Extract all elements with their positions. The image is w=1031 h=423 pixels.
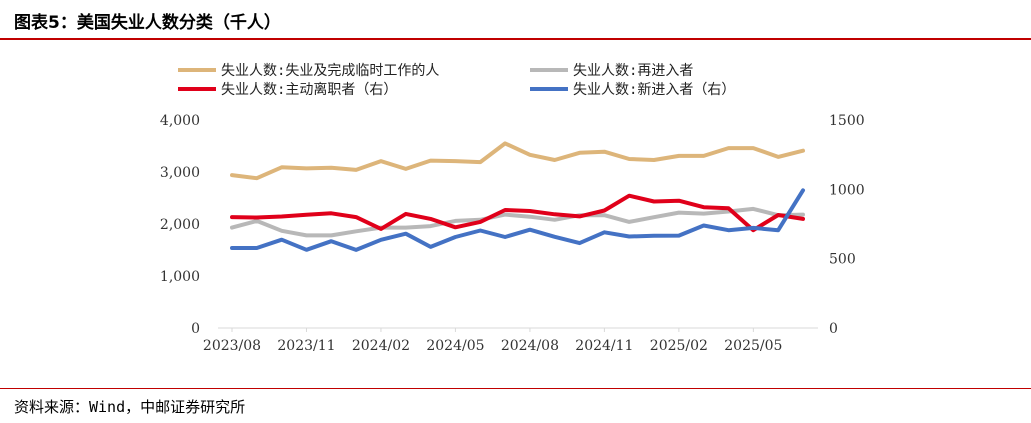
right-axis: 0 500 1000 1500 <box>829 113 865 337</box>
series-line-2 <box>230 193 805 233</box>
x-tick-label: 2025/05 <box>724 338 782 354</box>
title-divider <box>0 38 1031 40</box>
right-tick-label: 0 <box>829 321 838 337</box>
x-tick-label: 2023/11 <box>277 338 335 354</box>
x-tick-label: 2024/05 <box>426 338 484 354</box>
legend-label-0: 失业人数:失业及完成临时工作的人 <box>221 63 439 79</box>
right-tick-label: 1000 <box>829 182 865 198</box>
series-line-1 <box>230 206 805 238</box>
series-line-0 <box>230 141 805 181</box>
title-bar: 图表5：美国失业人数分类（千人） <box>0 0 1031 38</box>
right-tick-label: 500 <box>829 252 856 268</box>
left-tick-label: 2,000 <box>160 217 200 233</box>
left-tick-label: 1,000 <box>160 269 200 285</box>
x-tick-label: 2025/02 <box>650 338 708 354</box>
series-group <box>230 141 805 252</box>
legend-label-1: 失业人数:再进入者 <box>573 63 693 79</box>
right-tick-label: 1500 <box>829 113 865 129</box>
x-axis: 2023/08 2023/11 2024/02 2024/05 2024/08 2024/… <box>203 328 782 354</box>
legend-label-3: 失业人数:新进入者（右） <box>573 82 735 98</box>
source-note: 资料来源：Wind，中邮证券研究所 <box>14 398 246 416</box>
x-tick-label: 2024/02 <box>352 338 410 354</box>
left-tick-label: 3,000 <box>160 165 200 181</box>
left-axis: 0 1,000 2,000 3,000 4,000 <box>160 113 818 337</box>
series-line-3 <box>230 188 805 252</box>
x-tick-label: 2024/11 <box>575 338 633 354</box>
left-tick-label: 0 <box>191 321 200 337</box>
x-tick-label: 2023/08 <box>203 338 261 354</box>
chart-title: 图表5：美国失业人数分类（千人） <box>14 13 281 33</box>
footer-divider <box>0 388 1031 389</box>
left-tick-label: 4,000 <box>160 113 200 129</box>
x-tick-label: 2024/08 <box>501 338 559 354</box>
legend-label-2: 失业人数:主动离职者（右） <box>221 81 397 98</box>
